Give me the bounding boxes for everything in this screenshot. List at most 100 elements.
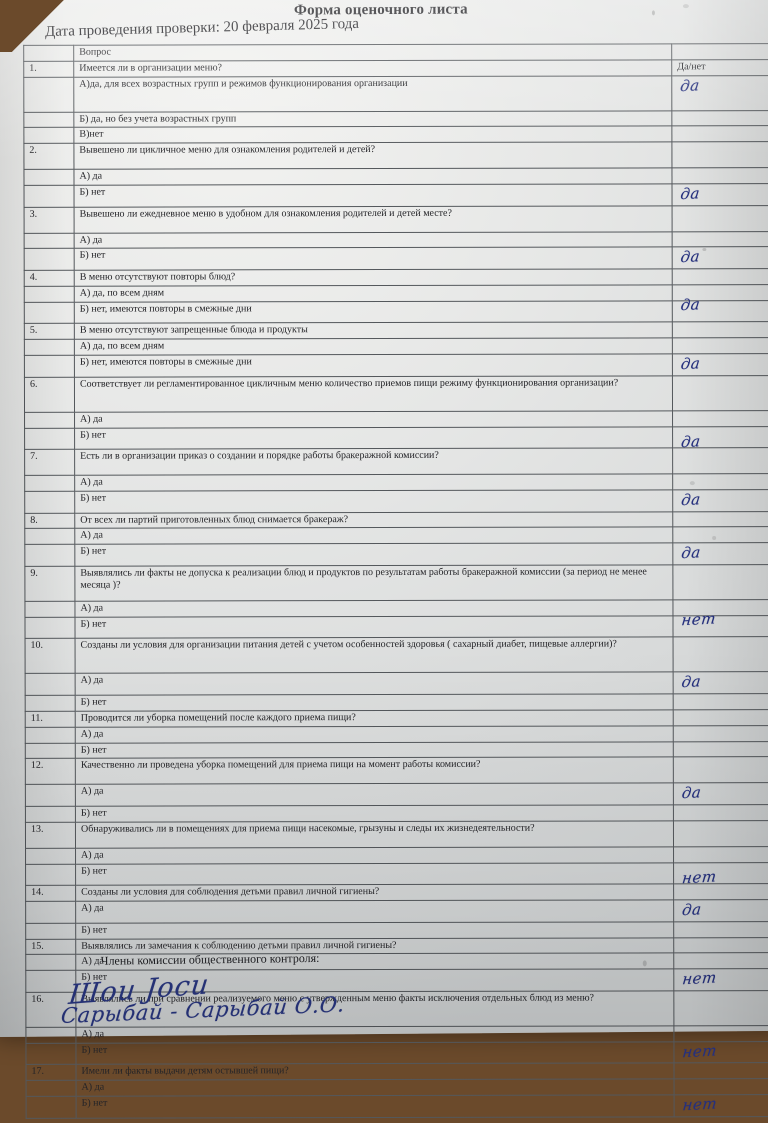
- answer-cell[interactable]: [673, 820, 768, 847]
- answer-cell[interactable]: [673, 1062, 768, 1079]
- option-row: А) да, по всем дням: [24, 337, 768, 356]
- answer-cell[interactable]: [673, 725, 768, 742]
- row-number-cell: [25, 848, 76, 864]
- handwritten-answer: да: [680, 783, 703, 803]
- answer-header-cell[interactable]: Да/нет: [671, 59, 768, 76]
- row-number-cell: [24, 544, 75, 567]
- question-text-cell: Выявлялись ли факты не допуска к реализа…: [74, 564, 673, 602]
- option-row: А) да: [25, 1025, 768, 1043]
- question-text-cell: А) да: [74, 527, 673, 545]
- handwritten-answer: да: [681, 900, 703, 920]
- handwritten-answer: да: [679, 294, 702, 315]
- question-text-cell: Б) нет: [75, 741, 674, 759]
- answer-cell[interactable]: [672, 447, 768, 475]
- answer-cell[interactable]: [673, 804, 768, 821]
- question-text-cell: Вывешено ли ежедневное меню в удобном дл…: [74, 205, 673, 233]
- answer-cell[interactable]: [673, 1025, 768, 1042]
- answer-cell[interactable]: [673, 741, 768, 758]
- question-text-cell: Б) нет: [74, 183, 673, 207]
- answer-cell[interactable]: [672, 473, 768, 490]
- row-number-cell: 6.: [24, 376, 75, 413]
- row-number-cell: [24, 232, 75, 249]
- answer-cell[interactable]: нет: [673, 968, 768, 991]
- row-number-cell: [25, 1027, 76, 1043]
- option-row: Б) нет нет: [25, 1041, 768, 1065]
- paper-sheet: Форма оценочного листа Дата проведения п…: [0, 0, 768, 1037]
- question-row: 11. Проводится ли уборка помещений после …: [25, 709, 768, 728]
- answer-cell[interactable]: [671, 167, 768, 184]
- question-row: 6. Соответствует ли регламентированное ци…: [24, 375, 768, 413]
- question-text-cell: Б) нет: [75, 694, 674, 712]
- row-number-cell: [26, 1096, 77, 1118]
- answer-cell[interactable]: да: [673, 899, 768, 922]
- answer-cell[interactable]: нет: [673, 1041, 768, 1064]
- row-number-cell: 5.: [24, 323, 75, 340]
- answer-cell[interactable]: [673, 756, 768, 784]
- answer-cell[interactable]: [673, 990, 768, 1026]
- answer-cell[interactable]: да: [672, 183, 768, 206]
- answer-cell[interactable]: [673, 693, 768, 710]
- row-number-cell: [24, 355, 75, 378]
- answer-cell[interactable]: да: [671, 75, 768, 111]
- answer-cell[interactable]: да: [673, 782, 768, 805]
- option-row: Б) нет да: [24, 426, 768, 451]
- answer-cell[interactable]: [673, 937, 768, 954]
- answer-cell[interactable]: [673, 953, 768, 970]
- answer-cell[interactable]: нет: [672, 609, 768, 638]
- question-text-cell: А) да: [74, 599, 673, 617]
- answer-cell[interactable]: [672, 337, 768, 354]
- answer-cell[interactable]: да: [672, 353, 768, 376]
- answer-cell[interactable]: [672, 511, 768, 528]
- row-number-cell: [25, 922, 76, 939]
- answer-cell[interactable]: [673, 709, 768, 726]
- row-number-cell: [24, 185, 75, 208]
- row-number-cell: [24, 475, 75, 492]
- option-row: А) да: [24, 231, 768, 249]
- option-row: Б) нет да: [24, 542, 768, 567]
- option-row: А) да: [24, 527, 768, 545]
- option-row: Б) нет да: [24, 247, 768, 271]
- answer-cell[interactable]: [671, 141, 768, 169]
- answer-cell[interactable]: да: [673, 672, 768, 695]
- answer-cell[interactable]: [673, 846, 768, 863]
- option-row: Б) нет: [25, 741, 768, 759]
- answer-cell[interactable]: [671, 110, 768, 127]
- row-number-cell: [25, 901, 76, 924]
- answer-cell[interactable]: [672, 322, 768, 339]
- answer-cell[interactable]: нет: [673, 862, 768, 887]
- answer-cell[interactable]: [672, 375, 768, 411]
- handwritten-answer: да: [680, 543, 702, 563]
- answer-cell[interactable]: [674, 1078, 768, 1095]
- answer-cell[interactable]: [672, 231, 768, 248]
- answer-cell[interactable]: [673, 921, 768, 938]
- answer-cell[interactable]: [672, 564, 768, 600]
- answer-cell[interactable]: да: [672, 295, 768, 323]
- question-row: 1. Имеется ли в организации меню? Да/нет: [23, 59, 768, 77]
- row-number-cell: 17.: [26, 1064, 77, 1081]
- answer-cell[interactable]: да: [672, 247, 768, 270]
- option-row: Б) нет да: [24, 489, 768, 514]
- answer-cell[interactable]: [672, 527, 768, 544]
- answer-cell[interactable]: да: [672, 426, 768, 451]
- answer-cell[interactable]: [672, 410, 768, 427]
- answer-cell[interactable]: да: [672, 542, 768, 565]
- row-number-cell: [25, 673, 76, 696]
- answer-cell[interactable]: нет: [674, 1094, 768, 1117]
- row-number-cell: [24, 301, 75, 324]
- answer-cell[interactable]: [672, 268, 768, 285]
- option-row: Б) нет, имеются повторы в смежные дни да: [24, 295, 768, 324]
- question-text-cell: От всех ли партий приготовленных блюд сн…: [74, 511, 673, 529]
- option-row: А) да, по всем дням: [24, 284, 768, 303]
- answer-cell[interactable]: да: [672, 489, 768, 512]
- answer-cell[interactable]: [673, 883, 768, 900]
- row-number-cell: 2.: [23, 143, 74, 170]
- question-text-cell: Б) нет: [74, 543, 673, 567]
- answer-cell[interactable]: [673, 637, 768, 673]
- question-row: 17. Имели ли факты выдачи детям остывшей …: [26, 1062, 768, 1081]
- answer-cell[interactable]: [672, 205, 768, 232]
- question-text-cell: Соответствует ли регламентированное цикл…: [74, 375, 673, 412]
- option-row: Б) нет: [25, 804, 768, 823]
- option-row: Б) нет нет: [24, 609, 768, 639]
- answer-cell[interactable]: [671, 126, 768, 143]
- dust-speck: [651, 10, 655, 16]
